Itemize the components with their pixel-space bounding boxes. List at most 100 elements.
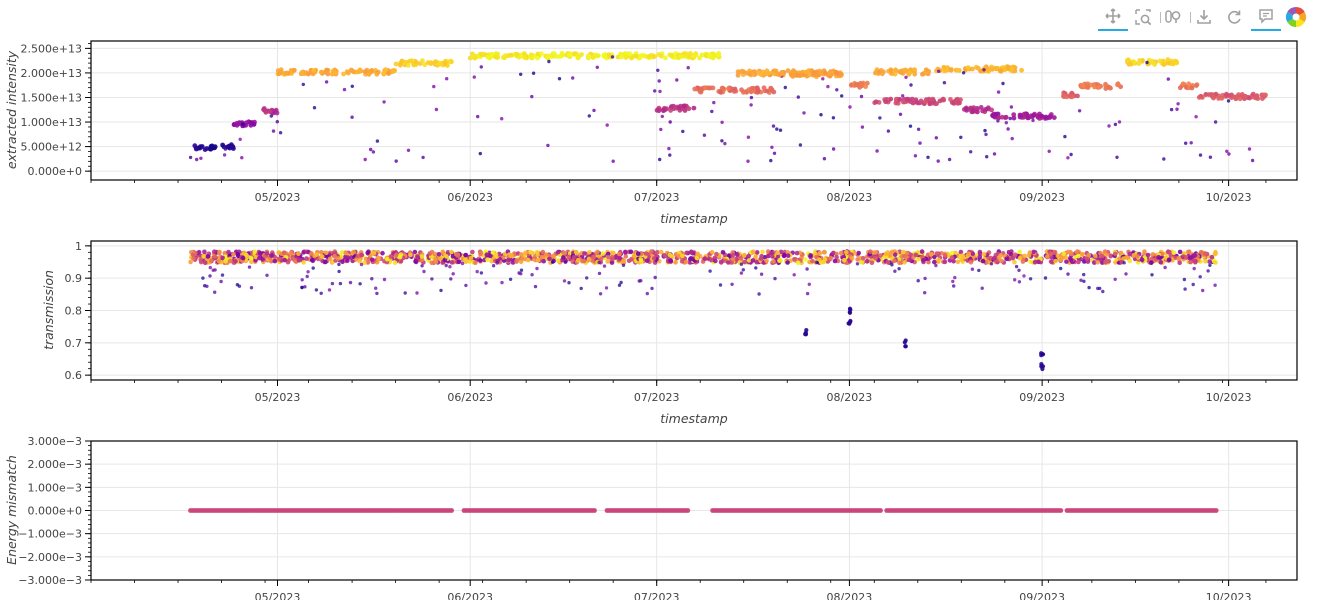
- data-point: [1080, 251, 1085, 257]
- x-tick-label: 10/2023: [1206, 191, 1252, 204]
- data-point: [667, 52, 673, 58]
- data-point: [1253, 95, 1259, 101]
- data-point: [1131, 253, 1137, 258]
- outlier-point: [821, 77, 825, 81]
- outlier-point: [675, 78, 679, 82]
- outlier-point: [819, 113, 823, 117]
- data-point: [1168, 253, 1173, 258]
- y-axis-ticks: −3.000e−3 −2.000e−3 −1.000e−3 0.000e+0 1.000…: [18, 435, 91, 587]
- outlier-point: [859, 94, 864, 99]
- data-point: [1045, 254, 1050, 259]
- outlier-point: [508, 277, 513, 281]
- x-axis-title: timestamp: [660, 411, 727, 426]
- outlier-point: [382, 277, 387, 282]
- drop-point: [903, 344, 908, 349]
- data-point: [863, 84, 868, 89]
- data-point: [249, 120, 255, 125]
- outlier-point: [530, 94, 534, 99]
- data-point: [193, 145, 199, 151]
- outlier-point: [1183, 287, 1187, 291]
- data-point: [220, 142, 226, 148]
- outlier-point: [952, 284, 956, 288]
- data-point: [918, 98, 924, 104]
- data-point: [561, 255, 566, 260]
- x-tick-label: 06/2023: [447, 591, 493, 600]
- data-point: [1039, 113, 1044, 119]
- outlier-point: [1006, 127, 1010, 131]
- outlier-point: [208, 265, 212, 270]
- data-point: [838, 250, 844, 256]
- outlier-point: [370, 277, 374, 281]
- data-point: [661, 108, 666, 114]
- x-tick-label: 05/2023: [255, 391, 301, 404]
- outlier-point: [749, 95, 754, 100]
- data-point: [775, 250, 780, 256]
- outlier-point: [926, 155, 930, 159]
- data-point: [855, 257, 860, 262]
- plot-transmission[interactable]: 05/2023 06/2023 07/2023 08/2023 09/2023 10/20…: [41, 240, 1298, 426]
- data-point: [440, 249, 446, 255]
- plot-extracted-intensity[interactable]: 05/2023 06/2023 07/2023 08/2023 09/2023 10/20…: [4, 40, 1298, 226]
- outlier-point: [587, 114, 591, 118]
- plot-energy-mismatch[interactable]: 05/2023 06/2023 07/2023 08/2023 09/2023 10/20…: [4, 435, 1298, 600]
- y-tick-label: −3.000e−3: [18, 574, 82, 587]
- outlier-point: [484, 281, 488, 285]
- data-point: [623, 254, 629, 259]
- drop-point: [1040, 364, 1046, 369]
- data-point: [902, 260, 907, 265]
- data-point: [754, 250, 760, 255]
- data-point: [412, 249, 418, 255]
- data-point: [854, 82, 860, 88]
- outlier-point: [479, 65, 483, 69]
- data-point: [792, 257, 798, 262]
- data-point: [397, 62, 403, 68]
- box-zoom-tool-button[interactable]: [1128, 3, 1158, 31]
- data-point: [617, 255, 622, 261]
- data-point: [1210, 93, 1216, 99]
- data-point: [425, 60, 431, 65]
- outlier-point: [500, 280, 504, 285]
- data-point: [283, 71, 289, 77]
- data-point: [582, 251, 587, 256]
- data-point: [340, 259, 345, 265]
- data-point: [980, 258, 986, 264]
- reset-tool-button[interactable]: [1219, 3, 1249, 31]
- data-point: [233, 259, 238, 264]
- x-tick-label: 07/2023: [634, 191, 680, 204]
- outlier-point: [1162, 157, 1166, 161]
- data-point: [256, 255, 262, 261]
- data-point: [730, 253, 736, 258]
- data-point: [528, 52, 534, 58]
- hover-tool-button[interactable]: [1251, 3, 1281, 31]
- data-point: [683, 259, 689, 265]
- data-point: [607, 54, 612, 59]
- outlier-point: [421, 155, 425, 160]
- y-tick-label: 0.000e+0: [28, 165, 82, 178]
- data-point: [252, 249, 257, 254]
- data-point: [654, 107, 660, 113]
- outlier-point: [621, 263, 626, 267]
- data-point: [910, 100, 915, 105]
- data-point: [1061, 251, 1066, 256]
- wheel-zoom-tool-button[interactable]: [1157, 3, 1187, 31]
- data-point: [902, 67, 907, 73]
- y-tick-label: 1.500e+13: [21, 91, 82, 104]
- outlier-point: [739, 262, 744, 266]
- save-tool-button[interactable]: [1189, 3, 1219, 31]
- outlier-point: [327, 288, 332, 292]
- data-point: [384, 256, 390, 262]
- x-tick-label: 05/2023: [255, 191, 301, 204]
- outlier-point: [983, 128, 987, 133]
- outlier-point: [300, 278, 304, 282]
- data-point: [1061, 94, 1067, 100]
- pan-tool-button[interactable]: [1098, 3, 1128, 31]
- data-point: [878, 508, 883, 513]
- data-point: [621, 258, 627, 263]
- data-point: [299, 70, 305, 75]
- x-tick-label: 07/2023: [634, 591, 680, 600]
- outlier-point: [369, 147, 373, 152]
- outlier-point: [796, 95, 800, 99]
- bokeh-logo[interactable]: [1281, 3, 1311, 31]
- x-axis-ticks: 05/2023 06/2023 07/2023 08/2023 09/2023 10/20…: [90, 380, 1267, 404]
- outlier-point: [778, 128, 783, 132]
